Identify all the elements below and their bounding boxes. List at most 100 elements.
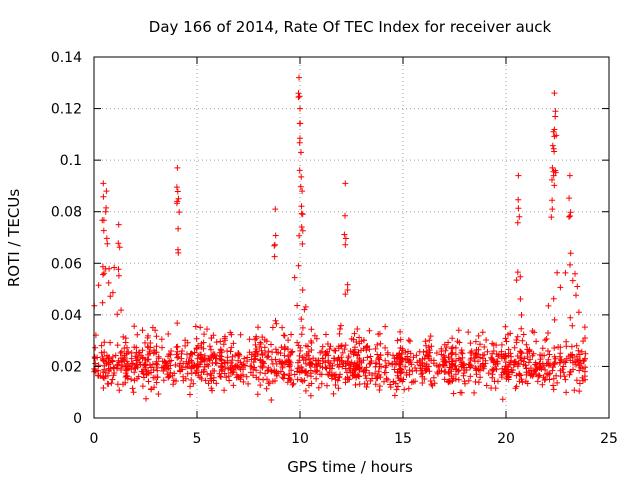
data-point <box>545 362 552 369</box>
data-point <box>567 250 574 257</box>
data-point <box>489 357 496 363</box>
data-point <box>360 337 367 344</box>
data-point <box>237 376 244 383</box>
data-point <box>265 353 272 360</box>
data-point <box>448 345 455 352</box>
data-point <box>260 376 267 383</box>
data-point <box>434 369 441 376</box>
data-point <box>373 360 380 367</box>
data-point <box>257 339 264 346</box>
data-point <box>397 336 404 343</box>
data-point <box>281 346 288 353</box>
data-point <box>465 329 472 336</box>
data-point <box>533 338 540 345</box>
data-point <box>582 350 589 357</box>
data-point <box>296 232 303 239</box>
data-point <box>271 241 278 248</box>
data-point <box>318 348 325 355</box>
data-point <box>103 188 110 195</box>
data-point <box>543 336 550 342</box>
data-point <box>425 344 432 351</box>
data-point <box>281 332 288 339</box>
data-point <box>382 364 389 371</box>
data-point <box>433 350 440 356</box>
data-point <box>279 363 286 370</box>
data-point <box>393 386 400 393</box>
data-point <box>326 346 333 352</box>
data-point <box>144 334 151 341</box>
y-tick-label: 0.06 <box>51 256 82 272</box>
data-point <box>549 206 556 213</box>
data-point <box>446 378 453 385</box>
data-point <box>319 355 326 362</box>
data-point <box>128 376 135 383</box>
data-point <box>449 335 456 342</box>
data-point <box>567 261 573 268</box>
data-point <box>111 264 118 271</box>
data-point <box>467 373 474 380</box>
data-point <box>375 356 382 362</box>
data-point <box>404 356 410 362</box>
data-point <box>143 371 150 378</box>
data-point <box>580 377 586 384</box>
data-point <box>567 209 574 216</box>
data-point <box>177 360 184 367</box>
data-point <box>382 323 389 330</box>
data-point <box>139 347 146 354</box>
data-point <box>105 279 112 286</box>
data-point <box>568 343 575 350</box>
data-point <box>207 375 214 382</box>
data-point <box>289 381 296 388</box>
data-point <box>489 367 496 374</box>
data-point <box>455 376 462 383</box>
x-axis-label: GPS time / hours <box>287 458 413 476</box>
data-point <box>100 357 106 363</box>
data-point <box>281 352 288 359</box>
data-point <box>124 344 130 351</box>
data-point <box>458 349 465 356</box>
data-point <box>163 366 170 373</box>
data-point <box>222 364 229 371</box>
data-point <box>344 281 351 288</box>
data-point <box>294 339 301 346</box>
data-point <box>505 346 512 353</box>
data-point <box>159 344 165 351</box>
data-point <box>143 395 149 402</box>
data-point <box>366 370 373 376</box>
data-point <box>416 357 423 364</box>
data-point <box>385 360 392 367</box>
data-point <box>134 354 141 361</box>
data-point <box>347 369 354 376</box>
data-point <box>518 350 525 357</box>
data-point <box>511 361 518 368</box>
data-point <box>576 380 583 387</box>
data-point <box>211 368 218 374</box>
data-point <box>376 330 383 337</box>
data-point <box>288 367 295 374</box>
data-point <box>405 385 412 392</box>
data-point <box>174 164 181 171</box>
data-point <box>467 340 474 347</box>
data-point <box>307 392 314 399</box>
data-point <box>363 384 370 390</box>
data-point <box>153 360 160 367</box>
data-point <box>563 343 570 350</box>
data-point <box>479 329 486 336</box>
data-point <box>557 367 564 374</box>
data-point <box>406 367 413 374</box>
data-point <box>532 366 539 373</box>
data-point <box>233 374 240 381</box>
data-point <box>298 210 305 217</box>
data-point <box>153 333 160 340</box>
data-point <box>317 371 323 378</box>
data-point <box>204 361 210 368</box>
data-point <box>569 277 576 284</box>
data-point <box>348 359 355 366</box>
data-point <box>147 344 154 351</box>
data-point <box>521 355 528 362</box>
data-point <box>294 302 301 309</box>
data-point <box>308 326 315 333</box>
data-point <box>396 350 403 357</box>
data-point <box>219 363 226 370</box>
data-point <box>536 372 543 379</box>
